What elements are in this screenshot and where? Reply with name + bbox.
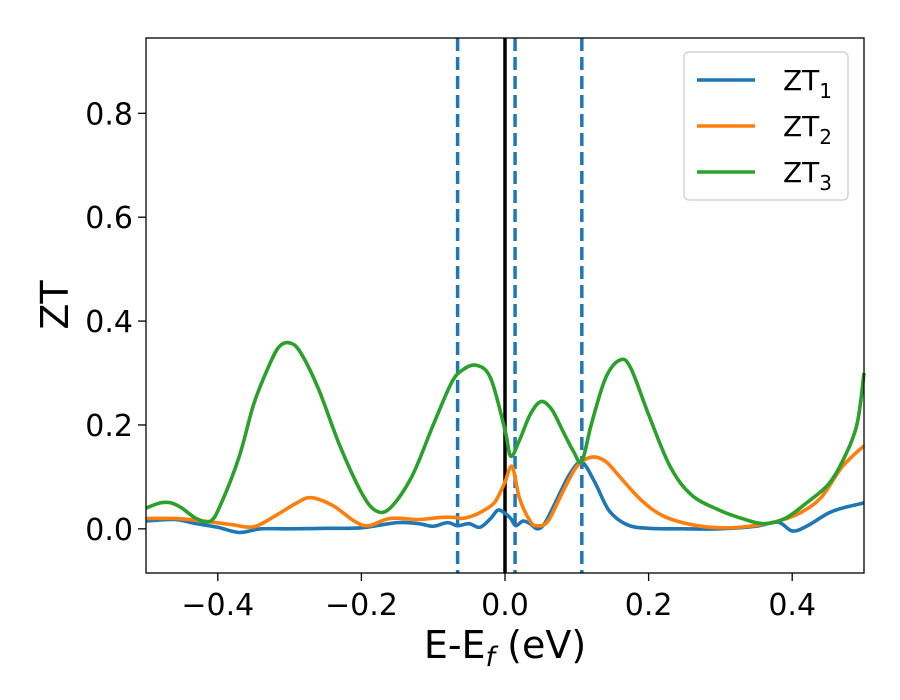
y-tick-label: 0.8 [85,97,133,132]
x-tick-label: 0.2 [625,588,673,623]
series-line-zt3 [145,340,866,526]
x-axis-title-main: E-E [424,623,486,667]
y-tick-label: 0.0 [85,513,133,548]
x-axis-title: E-Ef (eV) [424,623,586,673]
y-tick-label: 0.2 [85,409,133,444]
x-tick-label: 0.4 [768,588,816,623]
legend-label-zt2: ZT2 [783,110,832,149]
series-line-zt2 [145,444,866,530]
y-tick-label: 0.6 [85,201,133,236]
x-tick-label: 0.0 [481,588,529,623]
x-axis-title-unit: (eV) [495,623,586,667]
legend-label-zt1: ZT1 [783,64,832,103]
x-tick-label: −0.2 [325,588,398,623]
y-tick-label: 0.4 [85,305,133,340]
legend-label-zt3: ZT3 [783,156,832,195]
x-tick-label: −0.4 [181,588,254,623]
legend: ZT1 ZT2 ZT3 [683,51,849,201]
y-axis-title: ZT [33,280,77,330]
legend-box [683,51,849,201]
